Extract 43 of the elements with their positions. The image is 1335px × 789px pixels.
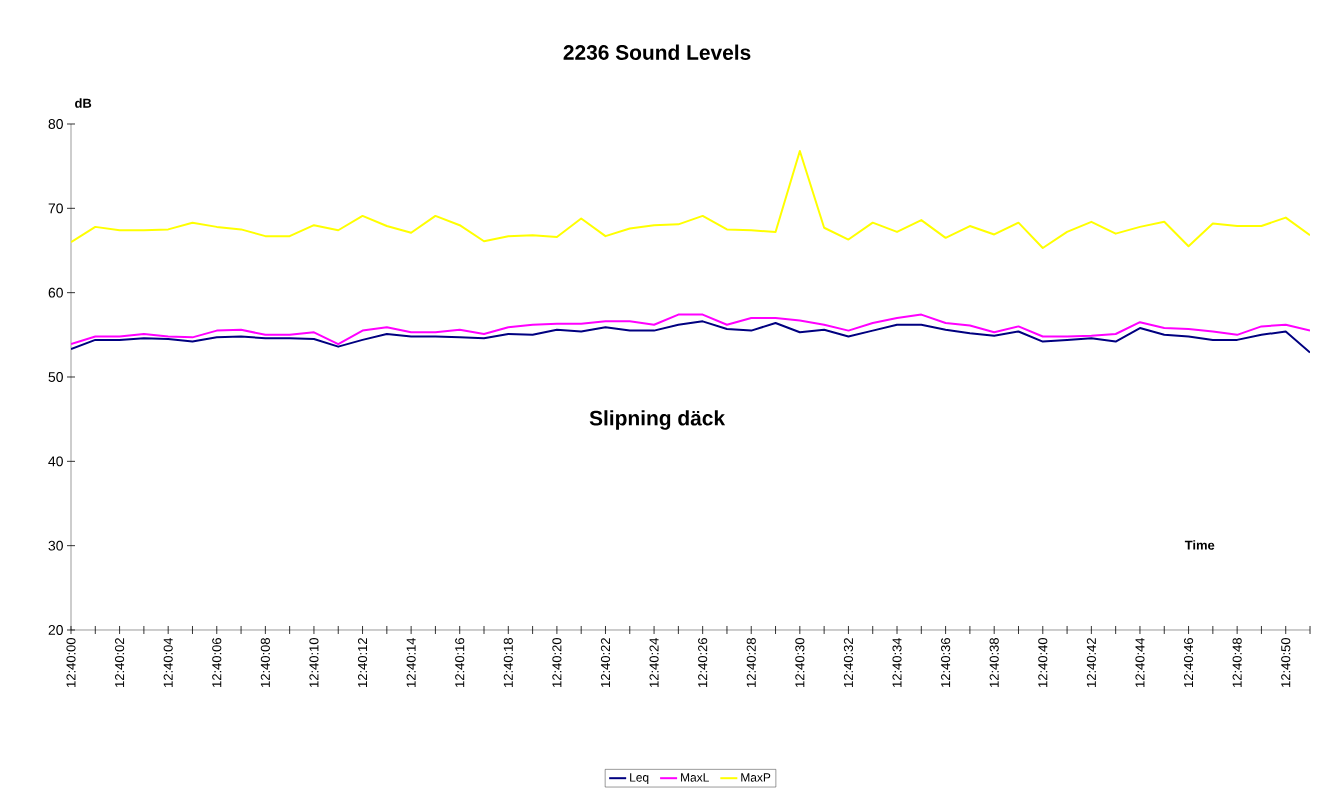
x-tick-label: 12:40:42 — [1086, 638, 1096, 687]
y-tick-label: 40 — [48, 456, 63, 467]
x-tick-label: 12:40:10 — [309, 638, 319, 687]
line-series — [71, 313, 1311, 346]
chart-title: 2236 Sound Levels — [563, 44, 751, 60]
x-tick-label: 12:40:14 — [406, 637, 416, 687]
x-tick-label: 12:40:40 — [1038, 638, 1048, 687]
x-tick-label: 12:40:22 — [600, 638, 611, 687]
x-tick-label: 12:40:48 — [1232, 638, 1242, 687]
x-tick-label: 12:40:18 — [503, 638, 513, 687]
x-tick-label: 12:40:16 — [455, 638, 465, 687]
y-tick-label: 30 — [48, 540, 63, 551]
y-axis-title: dB — [75, 98, 92, 108]
x-tick-label: 12:40:12 — [357, 638, 368, 687]
x-tick-label: 12:40:00 — [66, 638, 76, 687]
x-tick-label: 12:40:34 — [892, 637, 902, 687]
legend-label: MaxP — [741, 773, 771, 782]
x-tick-label: 12:40:38 — [989, 638, 999, 687]
x-tick-label: 12:40:44 — [1135, 637, 1145, 687]
line-series — [71, 149, 1311, 249]
y-tick-label: 70 — [48, 203, 63, 214]
y-tick-label: 80 — [48, 119, 63, 129]
line-series — [71, 320, 1311, 354]
y-tick-label: 50 — [48, 372, 63, 382]
x-tick-label: 12:40:30 — [795, 638, 805, 687]
x-tick-label: 12:40:08 — [260, 638, 270, 687]
y-tick-label: 20 — [48, 625, 63, 635]
x-tick-label: 12:40:46 — [1183, 638, 1194, 687]
x-tick-label: 12:40:24 — [649, 637, 659, 687]
x-axis-title: Time — [1184, 540, 1215, 550]
x-tick-label: 12:40:36 — [941, 638, 951, 687]
x-tick-label: 12:40:26 — [698, 638, 708, 687]
x-tick-label: 12:40:28 — [746, 638, 756, 687]
x-tick-label: 12:40:04 — [163, 637, 173, 687]
annotation: Slipning däck — [589, 410, 726, 430]
y-tick-label: 60 — [48, 287, 63, 298]
legend-label: MaxL — [681, 773, 709, 782]
x-tick-label: 12:40:20 — [552, 638, 562, 687]
legend-label: Leq — [630, 773, 649, 785]
x-tick-label: 12:40:32 — [843, 638, 854, 687]
x-tick-label: 12:40:06 — [212, 638, 222, 687]
x-tick-label: 12:40:50 — [1281, 638, 1291, 687]
x-tick-label: 12:40:02 — [115, 638, 125, 687]
